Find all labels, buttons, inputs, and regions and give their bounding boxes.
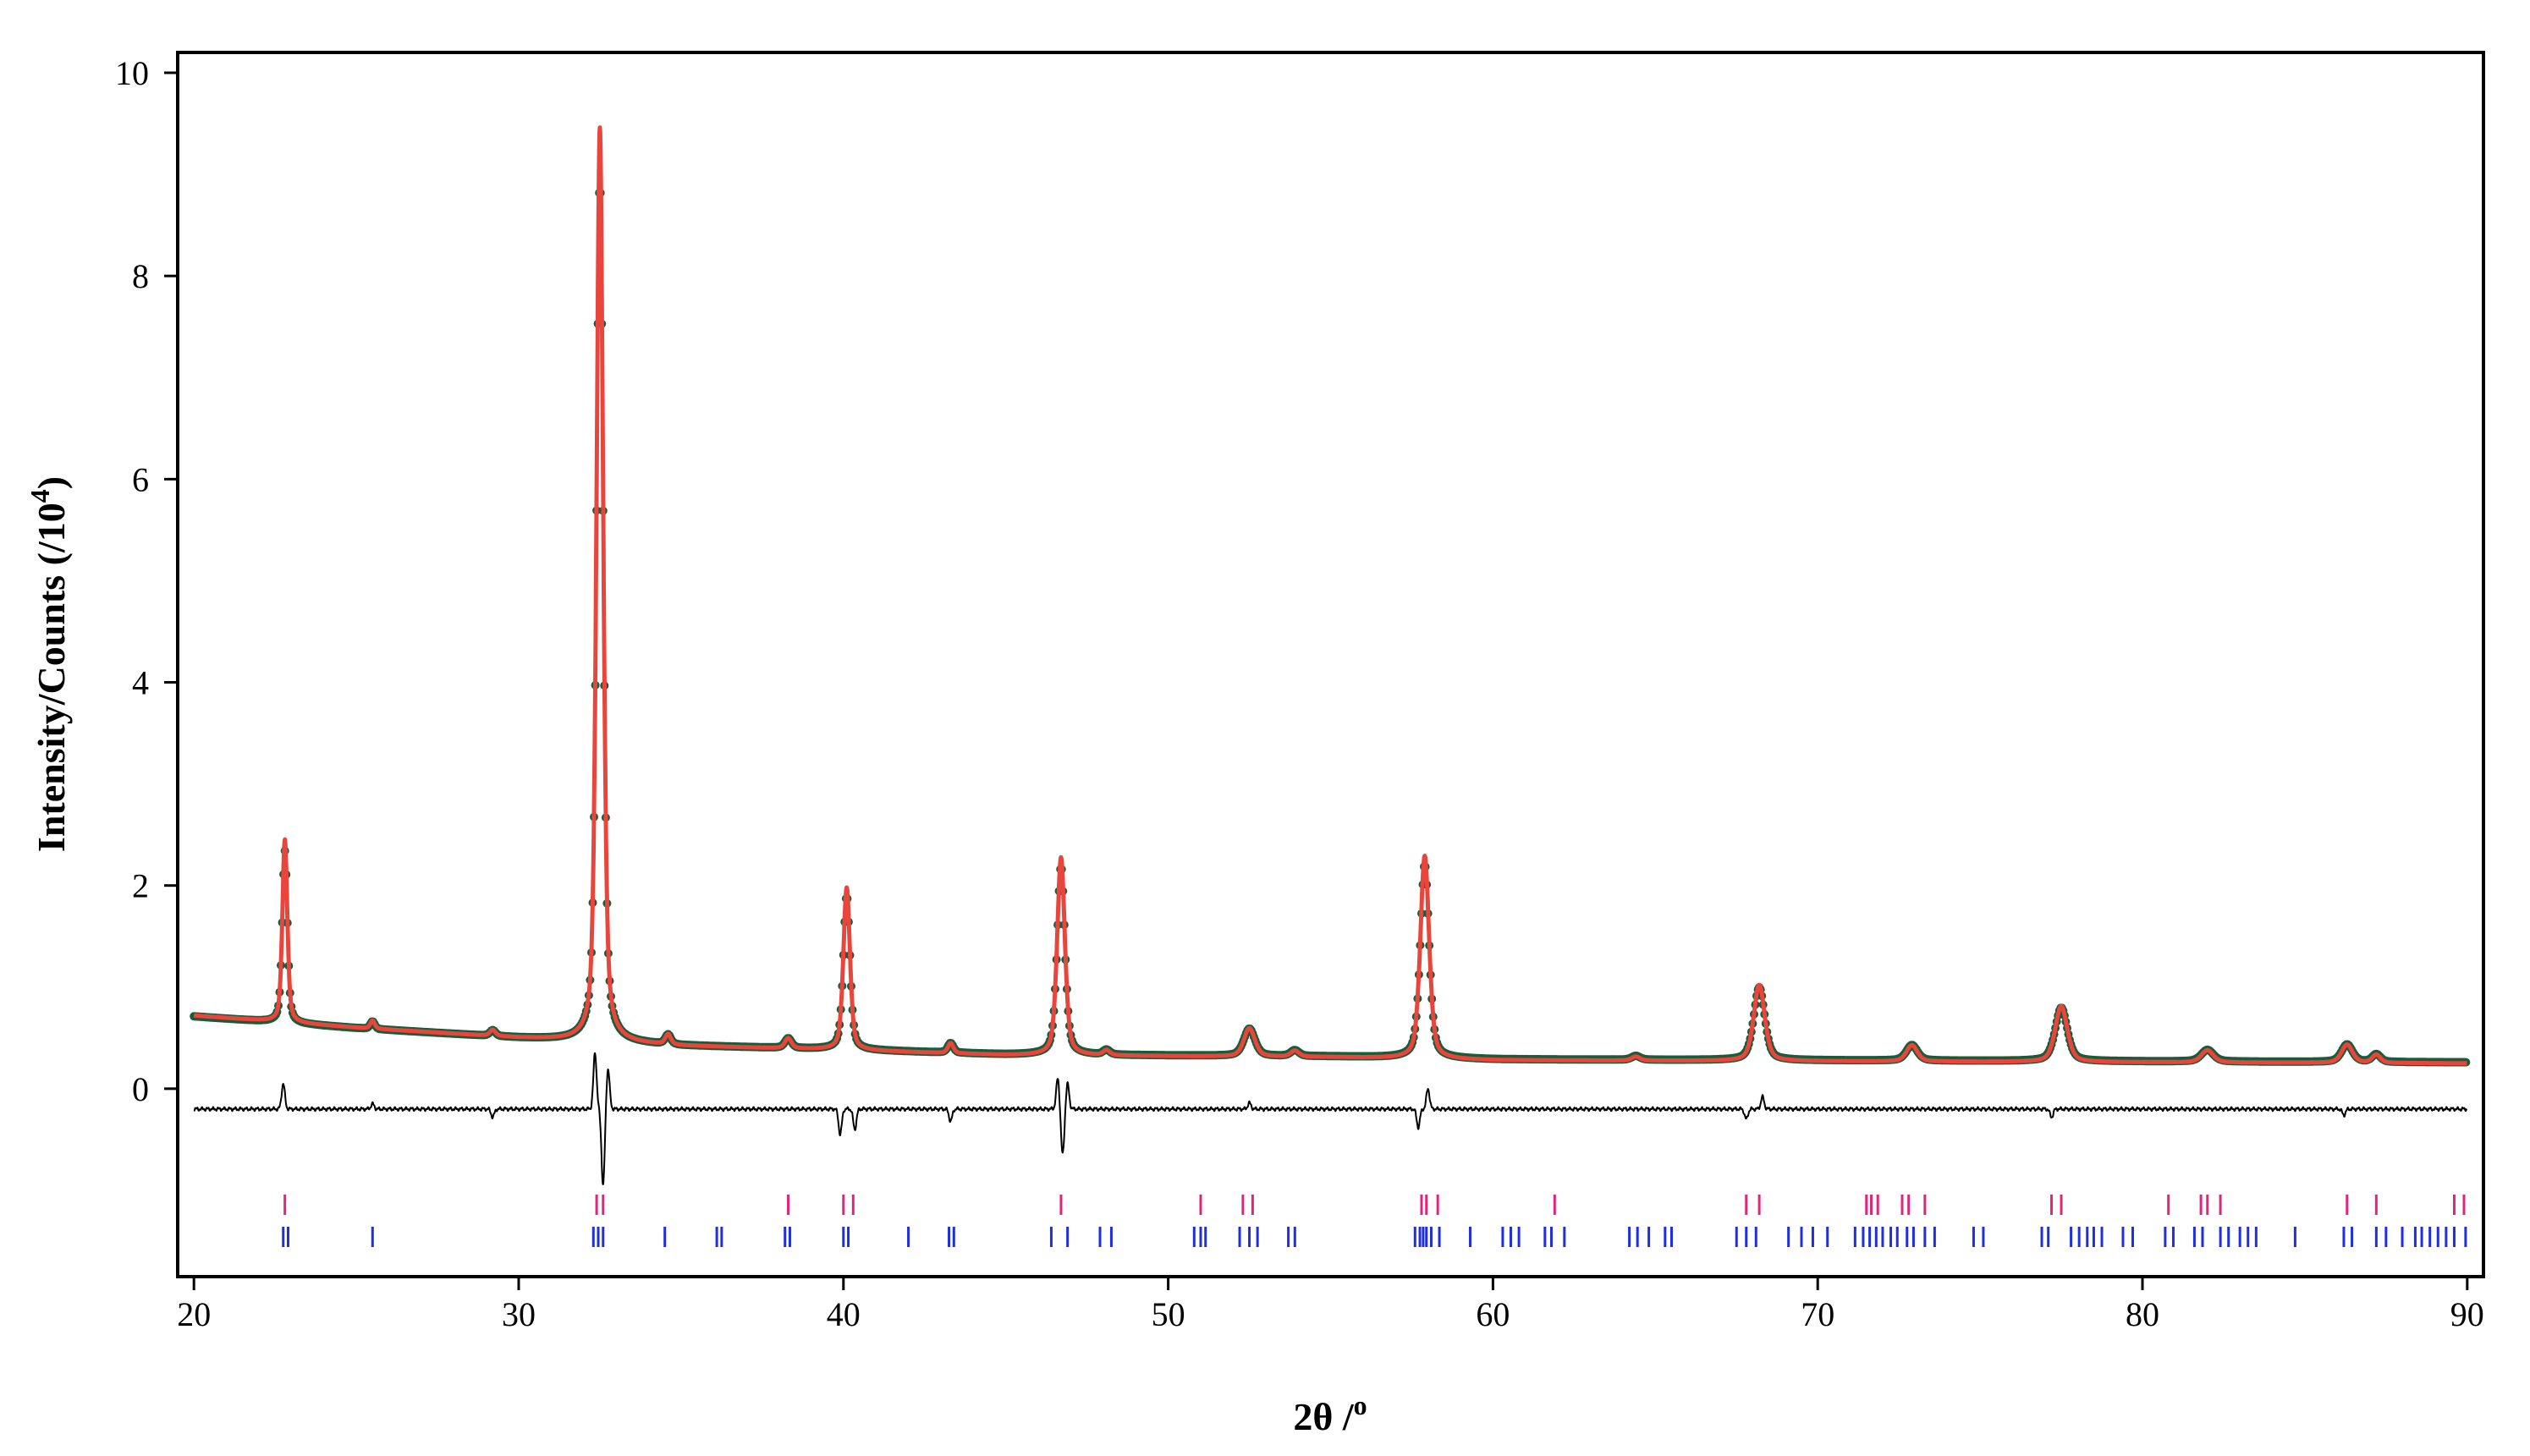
y-axis-title-text: Intensity/Counts (/10 xyxy=(30,503,73,852)
y-tick-label: 10 xyxy=(115,54,149,92)
x-tick-label: 90 xyxy=(2450,1295,2484,1333)
x-tick-label: 80 xyxy=(2126,1295,2159,1333)
plot-area xyxy=(176,51,2485,1278)
y-axis-title-close: ) xyxy=(30,476,73,489)
y-axis-title-superscript: 4 xyxy=(25,489,55,503)
x-axis-title-superscript: o xyxy=(1354,1390,1367,1420)
y-tick-label: 6 xyxy=(132,460,149,498)
x-tick-label: 20 xyxy=(177,1295,211,1333)
x-tick-label: 50 xyxy=(1152,1295,1185,1333)
y-tick-label: 2 xyxy=(132,867,149,905)
x-tick-label: 60 xyxy=(1476,1295,1510,1333)
x-tick-label: 40 xyxy=(827,1295,861,1333)
y-axis: 0 2 4 6 8 10 xyxy=(115,54,178,1108)
x-tick-label: 70 xyxy=(1801,1295,1834,1333)
x-axis-title: 2θ /o xyxy=(1293,1390,1367,1438)
y-tick-label: 0 xyxy=(132,1070,149,1108)
y-tick-label: 8 xyxy=(132,257,149,295)
x-tick-label: 30 xyxy=(502,1295,536,1333)
y-axis-title: Intensity/Counts (/104) xyxy=(25,476,73,852)
x-axis: 20 30 40 50 60 70 80 90 xyxy=(177,1277,2484,1333)
y-tick-label: 4 xyxy=(132,664,149,702)
x-axis-title-text: 2θ / xyxy=(1293,1395,1355,1438)
